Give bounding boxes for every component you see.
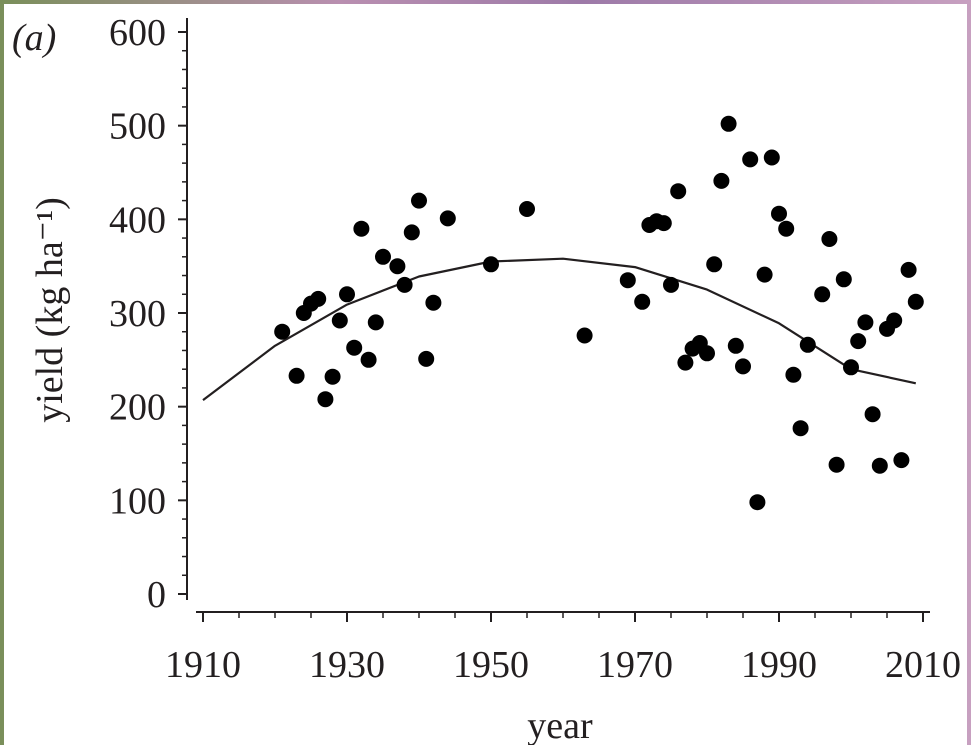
data-point	[325, 369, 341, 385]
data-point	[310, 291, 326, 307]
data-point	[368, 314, 384, 330]
data-point	[346, 340, 362, 356]
data-points-layer	[274, 116, 924, 510]
x-axis-title: year	[527, 705, 593, 745]
data-point	[663, 277, 679, 293]
data-point	[778, 221, 794, 237]
data-point	[361, 352, 377, 368]
data-point	[397, 277, 413, 293]
data-point	[886, 313, 902, 329]
data-point	[483, 256, 499, 272]
data-point	[425, 295, 441, 311]
data-point	[735, 358, 751, 374]
data-point	[519, 201, 535, 217]
data-point	[411, 193, 427, 209]
data-point	[353, 221, 369, 237]
data-point	[857, 314, 873, 330]
y-tick-label: 200	[109, 387, 166, 429]
data-point	[814, 286, 830, 302]
data-point	[749, 494, 765, 510]
data-point	[404, 224, 420, 240]
data-point	[836, 271, 852, 287]
data-point	[728, 338, 744, 354]
data-point	[829, 457, 845, 473]
x-tick-label: 2010	[885, 644, 961, 686]
data-point	[375, 249, 391, 265]
y-tick-label: 500	[109, 106, 166, 148]
data-point	[821, 231, 837, 247]
data-point	[274, 324, 290, 340]
data-point	[317, 391, 333, 407]
data-point	[800, 337, 816, 353]
data-point	[901, 262, 917, 278]
data-point	[793, 420, 809, 436]
data-point	[332, 313, 348, 329]
x-tick-label: 1970	[597, 644, 673, 686]
fitted-curve-line	[203, 259, 916, 400]
x-tick-label: 1930	[309, 644, 385, 686]
data-point	[764, 150, 780, 166]
data-point	[670, 183, 686, 199]
data-point	[699, 345, 715, 361]
x-tick-label: 1910	[165, 644, 241, 686]
y-axis-title: yield (kg ha⁻¹)	[29, 197, 71, 423]
y-tick-label: 300	[109, 293, 166, 335]
panel-label: (a)	[12, 17, 56, 59]
fitted-curve-layer	[203, 259, 916, 400]
data-point	[577, 328, 593, 344]
data-point	[872, 458, 888, 474]
data-point	[706, 256, 722, 272]
y-tick-label: 600	[109, 12, 166, 54]
y-tick-label: 100	[109, 480, 166, 522]
data-point	[785, 367, 801, 383]
y-tick-label: 400	[109, 199, 166, 241]
x-tick-label: 1990	[741, 644, 817, 686]
data-point	[850, 333, 866, 349]
data-point	[339, 286, 355, 302]
axes: 0 100 200 300 400 500 600 1910 1930 1950 1970 1990 2…	[109, 12, 961, 686]
data-point	[893, 452, 909, 468]
data-point	[843, 359, 859, 375]
data-point	[389, 258, 405, 274]
data-point	[418, 351, 434, 367]
data-point	[677, 355, 693, 371]
data-point	[440, 210, 456, 226]
data-point	[757, 267, 773, 283]
x-tick-label: 1950	[453, 644, 529, 686]
data-point	[620, 272, 636, 288]
data-point	[865, 406, 881, 422]
data-point	[656, 215, 672, 231]
data-point	[289, 368, 305, 384]
y-tick-label: 0	[147, 574, 166, 616]
data-point	[721, 116, 737, 132]
data-point	[771, 206, 787, 222]
data-point	[908, 294, 924, 310]
data-point	[634, 294, 650, 310]
data-point	[742, 151, 758, 167]
data-point	[713, 173, 729, 189]
